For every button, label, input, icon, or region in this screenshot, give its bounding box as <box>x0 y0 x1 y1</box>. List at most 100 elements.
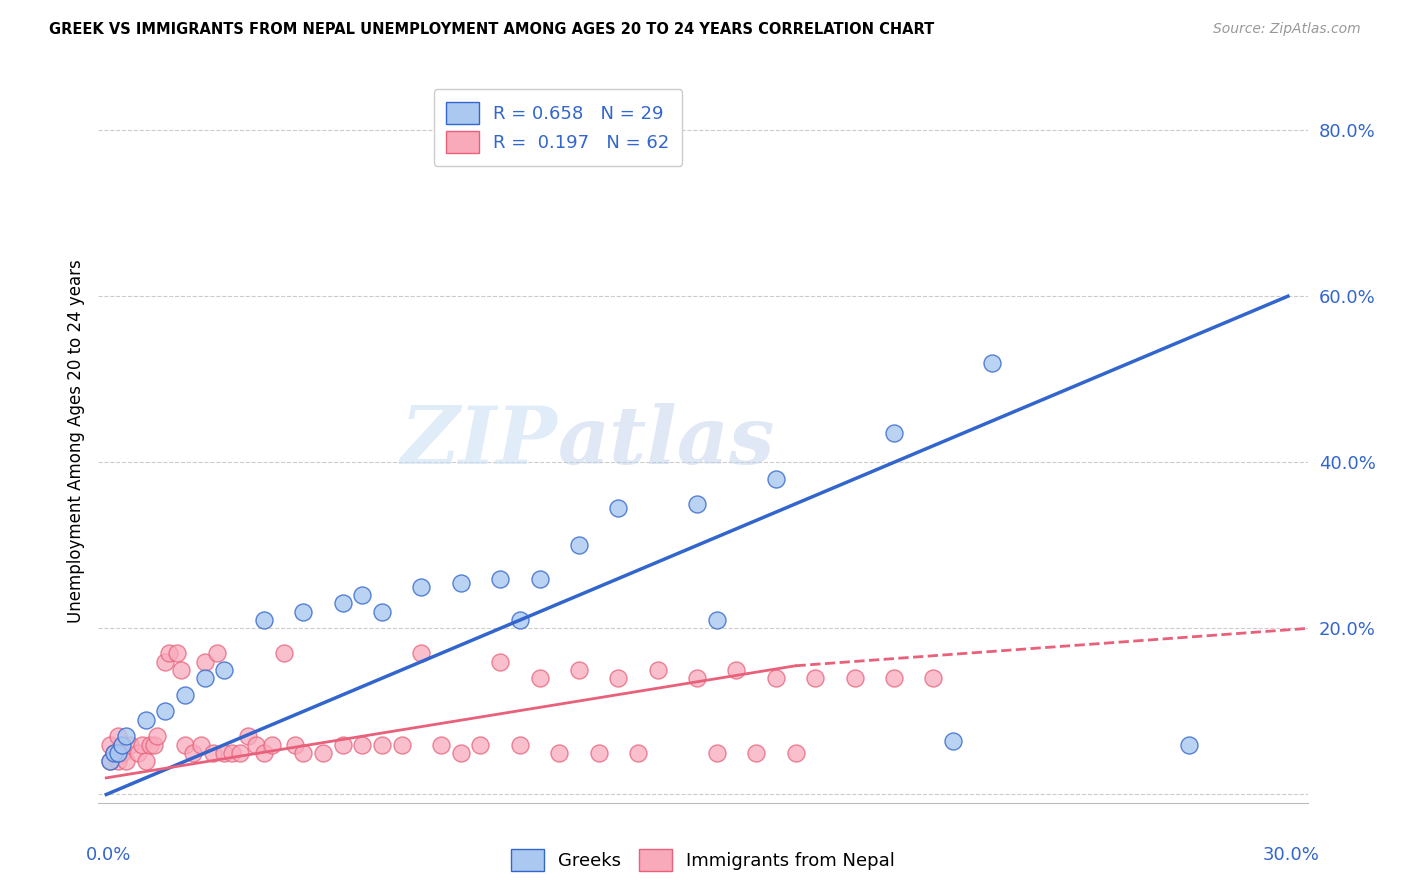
Point <box>236 730 259 744</box>
Point <box>568 538 591 552</box>
Point <box>529 572 551 586</box>
Text: Source: ZipAtlas.com: Source: ZipAtlas.com <box>1213 22 1361 37</box>
Point <box>221 746 243 760</box>
Point <box>157 646 180 660</box>
Point <box>509 613 531 627</box>
Point <box>706 613 728 627</box>
Point <box>489 655 512 669</box>
Point <box>135 754 157 768</box>
Point <box>166 646 188 660</box>
Point <box>706 746 728 760</box>
Point <box>942 733 965 747</box>
Point <box>115 730 138 744</box>
Point <box>142 738 165 752</box>
Point <box>115 754 138 768</box>
Point <box>194 655 217 669</box>
Point <box>430 738 453 752</box>
Point <box>131 738 153 752</box>
Point <box>155 705 177 719</box>
Point <box>253 613 276 627</box>
Point <box>607 500 630 515</box>
Point <box>98 754 121 768</box>
Point <box>103 746 125 760</box>
Point <box>201 746 224 760</box>
Point <box>273 646 295 660</box>
Legend: Greeks, Immigrants from Nepal: Greeks, Immigrants from Nepal <box>503 842 903 879</box>
Point <box>489 572 512 586</box>
Point <box>529 671 551 685</box>
Point <box>170 663 193 677</box>
Point <box>568 663 591 677</box>
Point <box>135 713 157 727</box>
Point <box>1178 738 1201 752</box>
Point <box>804 671 827 685</box>
Point <box>194 671 217 685</box>
Point <box>107 746 129 760</box>
Text: ZIP: ZIP <box>401 403 558 480</box>
Point <box>607 671 630 685</box>
Point <box>686 671 709 685</box>
Point <box>127 746 149 760</box>
Point <box>174 738 197 752</box>
Point <box>765 671 787 685</box>
Point <box>411 580 433 594</box>
Point <box>107 730 129 744</box>
Point <box>470 738 492 752</box>
Point <box>103 746 125 760</box>
Point <box>883 426 905 441</box>
Point <box>292 605 315 619</box>
Point <box>391 738 413 752</box>
Point <box>260 738 283 752</box>
Point <box>205 646 228 660</box>
Point <box>725 663 748 677</box>
Point <box>155 655 177 669</box>
Point <box>588 746 610 760</box>
Point <box>450 575 472 590</box>
Point <box>332 597 354 611</box>
Point <box>844 671 866 685</box>
Text: GREEK VS IMMIGRANTS FROM NEPAL UNEMPLOYMENT AMONG AGES 20 TO 24 YEARS CORRELATIO: GREEK VS IMMIGRANTS FROM NEPAL UNEMPLOYM… <box>49 22 935 37</box>
Point <box>138 738 160 752</box>
Point <box>181 746 204 760</box>
Text: atlas: atlas <box>558 403 775 480</box>
Point <box>765 472 787 486</box>
Point <box>214 663 236 677</box>
Point <box>332 738 354 752</box>
Point <box>922 671 945 685</box>
Point <box>284 738 307 752</box>
Point <box>352 588 374 602</box>
Point <box>371 738 394 752</box>
Point <box>352 738 374 752</box>
Point <box>292 746 315 760</box>
Point <box>214 746 236 760</box>
Point <box>745 746 768 760</box>
Point <box>686 497 709 511</box>
Point <box>411 646 433 660</box>
Point <box>118 738 141 752</box>
Point <box>229 746 252 760</box>
Point <box>190 738 212 752</box>
Point <box>883 671 905 685</box>
Point <box>245 738 267 752</box>
Point <box>627 746 650 760</box>
Point <box>647 663 669 677</box>
Point <box>312 746 335 760</box>
Point <box>98 738 121 752</box>
Point <box>253 746 276 760</box>
Point <box>146 730 169 744</box>
Text: 30.0%: 30.0% <box>1263 847 1320 864</box>
Point <box>509 738 531 752</box>
Text: 0.0%: 0.0% <box>86 847 132 864</box>
Point <box>785 746 807 760</box>
Y-axis label: Unemployment Among Ages 20 to 24 years: Unemployment Among Ages 20 to 24 years <box>66 260 84 624</box>
Point <box>98 754 121 768</box>
Point <box>174 688 197 702</box>
Point <box>548 746 571 760</box>
Point <box>981 356 1004 370</box>
Point <box>107 754 129 768</box>
Point <box>111 738 134 752</box>
Legend: R = 0.658   N = 29, R =  0.197   N = 62: R = 0.658 N = 29, R = 0.197 N = 62 <box>433 89 682 166</box>
Point <box>111 746 134 760</box>
Point <box>450 746 472 760</box>
Point <box>371 605 394 619</box>
